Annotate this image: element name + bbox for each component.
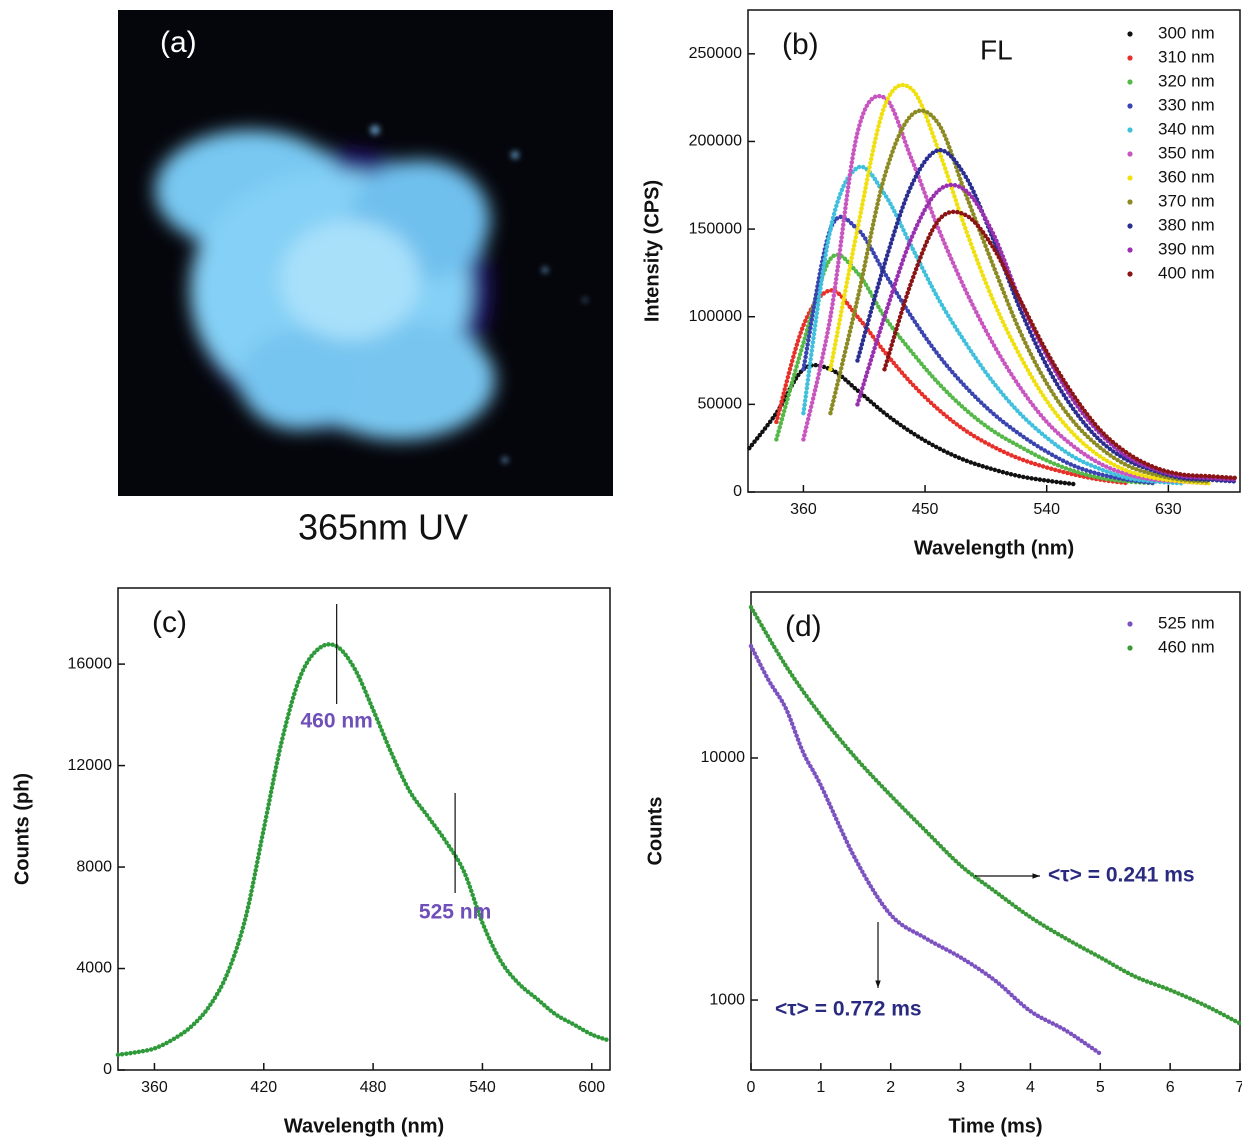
arrow-head: [875, 980, 881, 988]
x-tick-label: 630: [1155, 501, 1182, 518]
data-series: [882, 209, 1239, 481]
legend-label: 400 nm: [1158, 263, 1215, 282]
panel-label: (c): [152, 606, 187, 639]
x-tick-label: 1: [816, 1079, 825, 1096]
photo: [118, 10, 613, 496]
y-tick-label: 150000: [689, 220, 742, 237]
data-series: [801, 214, 1158, 486]
legend-marker: [1127, 55, 1133, 61]
x-tick-label: 3: [956, 1079, 965, 1096]
data-series: [774, 288, 1131, 486]
legend-label: 525 nm: [1158, 613, 1215, 632]
y-tick-label: 10000: [701, 749, 746, 766]
legend-marker: [1127, 271, 1133, 277]
x-tick-label: 420: [250, 1079, 277, 1096]
annotation-label: <τ> = 0.772 ms: [775, 998, 922, 1021]
data-series: [828, 108, 1212, 484]
plot-frame: [747, 9, 1241, 493]
y-tick-label: 200000: [689, 133, 742, 150]
annotation-label: 525 nm: [419, 901, 491, 924]
legend-marker: [1127, 151, 1133, 157]
x-tick-label: 6: [1166, 1079, 1175, 1096]
annotation: FL: [980, 34, 1013, 65]
panel-label: (b): [782, 28, 819, 61]
panel-label: (d): [785, 610, 822, 643]
y-tick-label: 8000: [76, 858, 112, 875]
specks: [370, 125, 587, 463]
y-tick-label: 0: [103, 1061, 112, 1078]
legend-marker: [1127, 127, 1133, 133]
legend-label: 460 nm: [1158, 637, 1215, 656]
y-tick-label: 4000: [76, 960, 112, 977]
data-series: [801, 164, 1185, 486]
data-series: [115, 642, 613, 1058]
x-tick-label: 540: [1033, 501, 1060, 518]
y-axis-title: Intensity (CPS): [641, 180, 663, 322]
y-tick-label: 12000: [68, 757, 113, 774]
x-tick-label: 7: [1236, 1079, 1242, 1096]
legend-marker: [1127, 621, 1133, 627]
y-axis-title: Counts: [644, 797, 666, 866]
y-tick-label: 1000: [709, 991, 745, 1008]
legend-label: 320 nm: [1158, 71, 1215, 90]
legend-label: 330 nm: [1158, 95, 1215, 114]
legend-label: 370 nm: [1158, 191, 1215, 210]
x-tick-label: 2: [886, 1079, 895, 1096]
x-tick-label: 360: [790, 501, 817, 518]
arrow-head: [1032, 873, 1040, 879]
data-series: [748, 643, 1103, 1056]
legend-marker: [1127, 79, 1133, 85]
y-tick-label: 0: [733, 483, 742, 500]
data-series: [748, 604, 1242, 1026]
panel-label: (a): [160, 26, 197, 59]
x-tick-label: 360: [141, 1079, 168, 1096]
annotation-label: <τ> = 0.241 ms: [1048, 864, 1195, 887]
legend-label: 310 nm: [1158, 47, 1215, 66]
legend-marker: [1127, 645, 1133, 651]
glowing-sample: [155, 130, 495, 440]
legend-label: 300 nm: [1158, 23, 1215, 42]
y-tick-label: 100000: [689, 308, 742, 325]
annotation-label: 460 nm: [300, 710, 372, 733]
y-axis-title: Counts (ph): [11, 773, 33, 885]
x-tick-label: 450: [912, 501, 939, 518]
x-axis-title: Time (ms): [948, 1115, 1042, 1137]
x-axis-title: Wavelength (nm): [914, 537, 1074, 559]
x-tick-label: 540: [469, 1079, 496, 1096]
photo-caption: 365nm UV: [298, 507, 468, 548]
legend-label: 390 nm: [1158, 239, 1215, 258]
x-tick-label: 0: [747, 1079, 756, 1096]
legend-marker: [1127, 199, 1133, 205]
data-series: [774, 252, 1158, 486]
legend-marker: [1127, 175, 1133, 181]
y-tick-label: 16000: [68, 655, 113, 672]
plot-frame: [750, 591, 1241, 1071]
legend-label: 350 nm: [1158, 143, 1215, 162]
legend-marker: [1127, 223, 1133, 229]
legend-marker: [1127, 31, 1133, 37]
x-tick-label: 4: [1026, 1079, 1035, 1096]
data-series: [828, 82, 1212, 486]
x-axis-title: Wavelength (nm): [284, 1115, 444, 1137]
data-series: [801, 93, 1212, 486]
legend-marker: [1127, 103, 1133, 109]
legend-label: 380 nm: [1158, 215, 1215, 234]
y-tick-label: 50000: [698, 396, 743, 413]
x-tick-label: 600: [578, 1079, 605, 1096]
plot-frame: [117, 587, 611, 1071]
x-tick-label: 480: [360, 1079, 387, 1096]
x-tick-label: 5: [1096, 1079, 1105, 1096]
legend-marker: [1127, 247, 1133, 253]
legend-label: 340 nm: [1158, 119, 1215, 138]
y-tick-label: 250000: [689, 45, 742, 62]
legend-label: 360 nm: [1158, 167, 1215, 186]
